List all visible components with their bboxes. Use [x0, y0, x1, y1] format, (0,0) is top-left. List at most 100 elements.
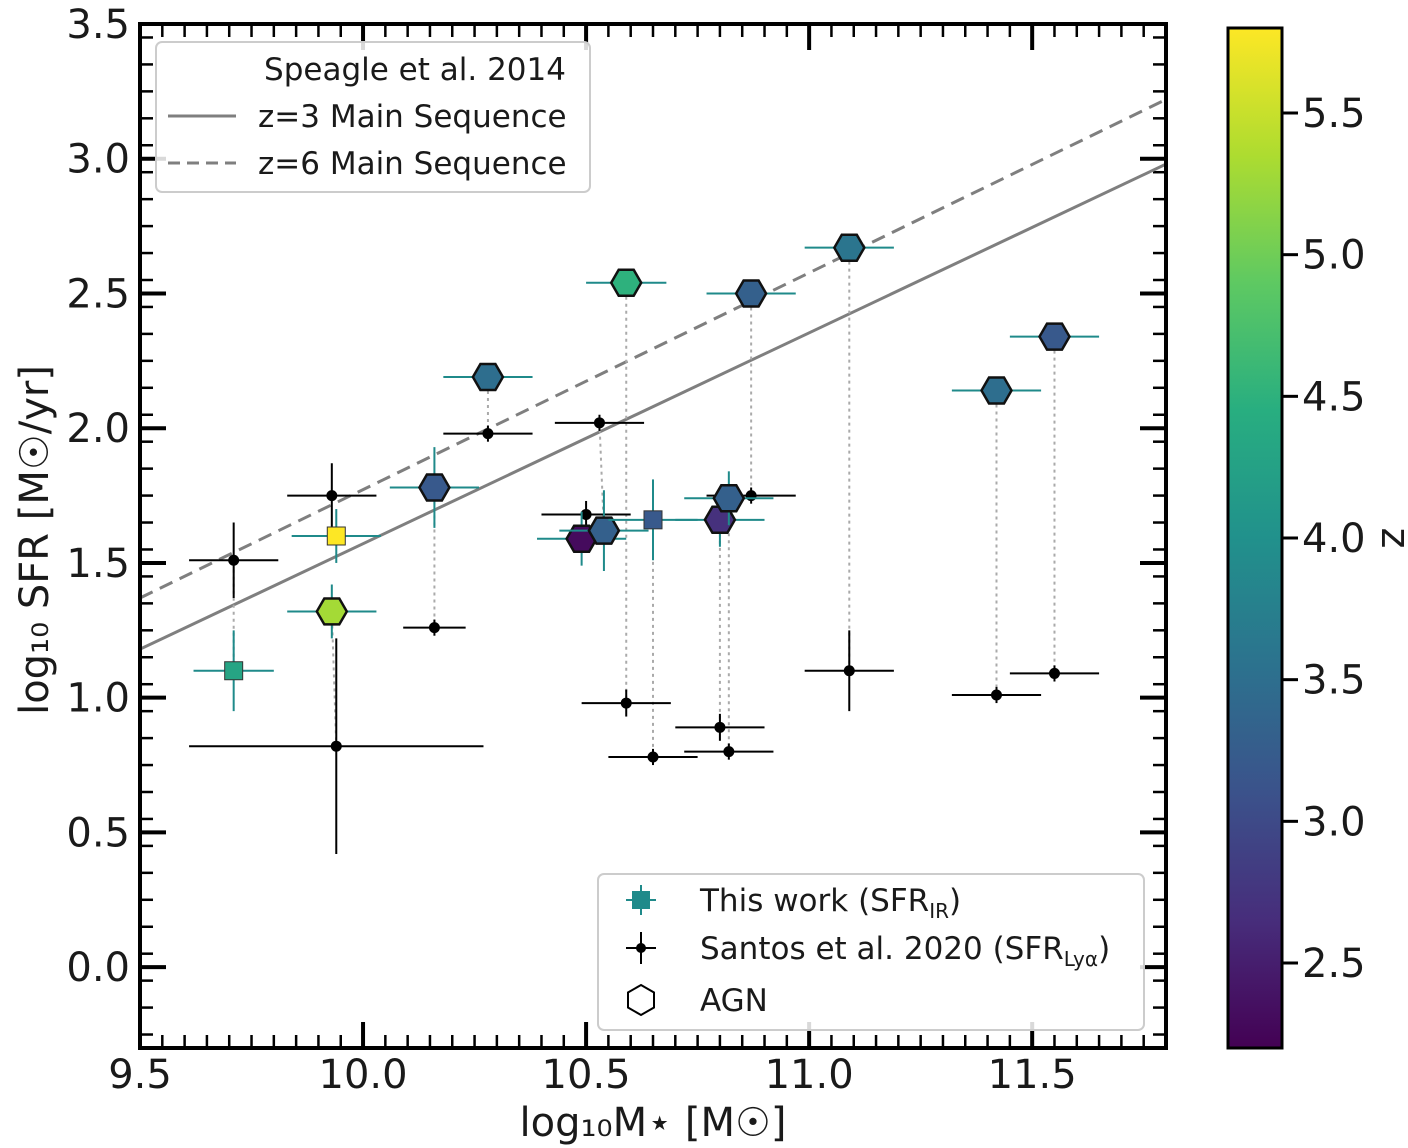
- colorbar-tick-label: 4.0: [1302, 516, 1366, 562]
- colorbar-tick-label: 5.0: [1302, 233, 1366, 279]
- y-tick-label: 2.0: [66, 406, 130, 452]
- legend-santos-marker-icon: [626, 932, 656, 964]
- santos-marker: [228, 554, 240, 566]
- legend-z3-label: z=3 Main Sequence: [258, 99, 567, 135]
- colorbar-tick-label: 5.5: [1302, 91, 1366, 137]
- santos-marker: [990, 689, 1002, 701]
- santos-marker: [580, 508, 592, 520]
- colorbar: 2.5 3.0 3.5 4.0 4.5 5.0 5.5 z: [1226, 26, 1408, 1050]
- colorbar-tick-label: 4.5: [1302, 374, 1366, 420]
- colorbar-gradient: [1228, 28, 1282, 1048]
- santos-marker: [326, 490, 338, 502]
- connector-lines: [232, 247, 1056, 757]
- z6-main-sequence-line: [140, 98, 1166, 600]
- santos-point: [684, 743, 774, 760]
- x-tick-label: 11.5: [988, 1052, 1077, 1098]
- colorbar-title: z: [1372, 528, 1408, 549]
- tick-labels: 9.5 10.0 10.5 11.0 11.5 0.0 0.5 1.0 1.5 2.0 2.5 3.0…: [66, 2, 1076, 1098]
- y-tick-label: 0.5: [66, 810, 130, 856]
- z3-main-sequence-line: [140, 162, 1166, 651]
- this-work-point: [951, 376, 1042, 405]
- agn-hexagon-marker: [734, 279, 768, 308]
- santos-point: [581, 689, 671, 717]
- agn-hexagon-marker: [315, 597, 349, 626]
- santos-point: [675, 713, 765, 741]
- lines-legend-box: [155, 41, 591, 193]
- santos-marker: [1048, 667, 1060, 679]
- y-tick-label: 0.0: [66, 945, 130, 991]
- x-tick-label: 10.0: [319, 1052, 408, 1098]
- y-tick-label: 2.5: [66, 271, 130, 317]
- santos-marker: [843, 665, 855, 677]
- x-tick-label: 10.5: [542, 1052, 631, 1098]
- lines-legend: Speagle et al. 2014 z=3 Main Sequence z=…: [155, 41, 591, 193]
- santos-point: [287, 463, 377, 528]
- this-work-point: [443, 362, 533, 392]
- this-work-series: [193, 233, 1100, 712]
- santos-marker: [714, 721, 726, 733]
- santos-point: [608, 748, 698, 766]
- santos-series: [189, 414, 1100, 854]
- this-work-square-marker: [224, 661, 244, 681]
- y-tick-label: 1.0: [66, 676, 130, 722]
- this-work-point: [559, 490, 649, 572]
- markers-legend-box: [597, 873, 1145, 1031]
- this-work-point: [706, 279, 796, 308]
- colorbar-tick-label: 2.5: [1302, 941, 1366, 987]
- legend-z6-label: z=6 Main Sequence: [258, 146, 567, 182]
- agn-hexagon-marker: [471, 362, 505, 392]
- santos-point: [541, 500, 631, 528]
- santos-marker: [723, 746, 735, 758]
- santos-point: [403, 619, 466, 636]
- agn-hexagon-marker: [417, 473, 451, 502]
- colorbar-tick-label: 3.5: [1302, 658, 1366, 704]
- this-work-point: [804, 233, 894, 262]
- legend-this-work-label: This work (SFRIR): [699, 883, 961, 923]
- colorbar-tick-label: 3.0: [1302, 799, 1366, 845]
- markers-legend: This work (SFRIR) Santos et al. 2020 (SF…: [597, 873, 1145, 1031]
- this-work-point: [1009, 322, 1100, 351]
- y-tick-label: 3.0: [66, 137, 130, 183]
- x-axis-title: log₁₀M⋆ [M☉]: [520, 1100, 787, 1146]
- plot-frame: [138, 22, 1168, 1050]
- agn-hexagon-marker: [980, 376, 1013, 405]
- this-work-square-marker: [326, 526, 346, 546]
- agn-hexagon-marker: [609, 268, 643, 297]
- santos-marker: [428, 622, 440, 634]
- santos-point: [443, 425, 533, 442]
- x-tick-label: 11.0: [765, 1052, 854, 1098]
- this-work-point: [389, 447, 480, 528]
- lines-legend-title: Speagle et al. 2014: [264, 52, 566, 88]
- agn-hexagon-marker: [1038, 322, 1071, 351]
- agn-hexagon-marker: [712, 484, 746, 513]
- this-work-point: [586, 268, 667, 297]
- legend-agn-label: AGN: [700, 983, 768, 1019]
- legend-santos-label: Santos et al. 2020 (SFRLyα): [700, 931, 1110, 971]
- y-tick-label: 1.5: [66, 541, 130, 587]
- this-work-point: [684, 471, 774, 526]
- agn-hexagon-marker: [587, 516, 621, 545]
- santos-marker: [593, 417, 605, 429]
- legend-this-work-marker-icon: [626, 885, 656, 915]
- y-axis-title: log₁₀ SFR [M☉/yr]: [12, 365, 58, 715]
- santos-point: [804, 630, 894, 712]
- this-work-point: [287, 584, 377, 639]
- santos-marker: [620, 697, 632, 709]
- santos-point: [189, 522, 279, 598]
- santos-point: [951, 686, 1042, 704]
- santos-marker: [482, 428, 494, 440]
- colorbar-ticks: 2.5 3.0 3.5 4.0 4.5 5.0 5.5: [1282, 91, 1366, 987]
- legend-agn-hexagon-icon: [627, 983, 655, 1017]
- x-tick-label: 9.5: [108, 1052, 172, 1098]
- this-work-point: [193, 630, 274, 712]
- agn-hexagon-marker: [832, 233, 866, 262]
- santos-marker: [745, 490, 757, 502]
- santos-point: [189, 638, 484, 854]
- santos-point: [554, 414, 645, 431]
- santos-marker: [330, 740, 342, 752]
- santos-marker: [647, 751, 659, 763]
- main-sequence-lines: [140, 98, 1166, 651]
- y-tick-label: 3.5: [66, 2, 130, 48]
- this-work-square-marker: [643, 510, 663, 530]
